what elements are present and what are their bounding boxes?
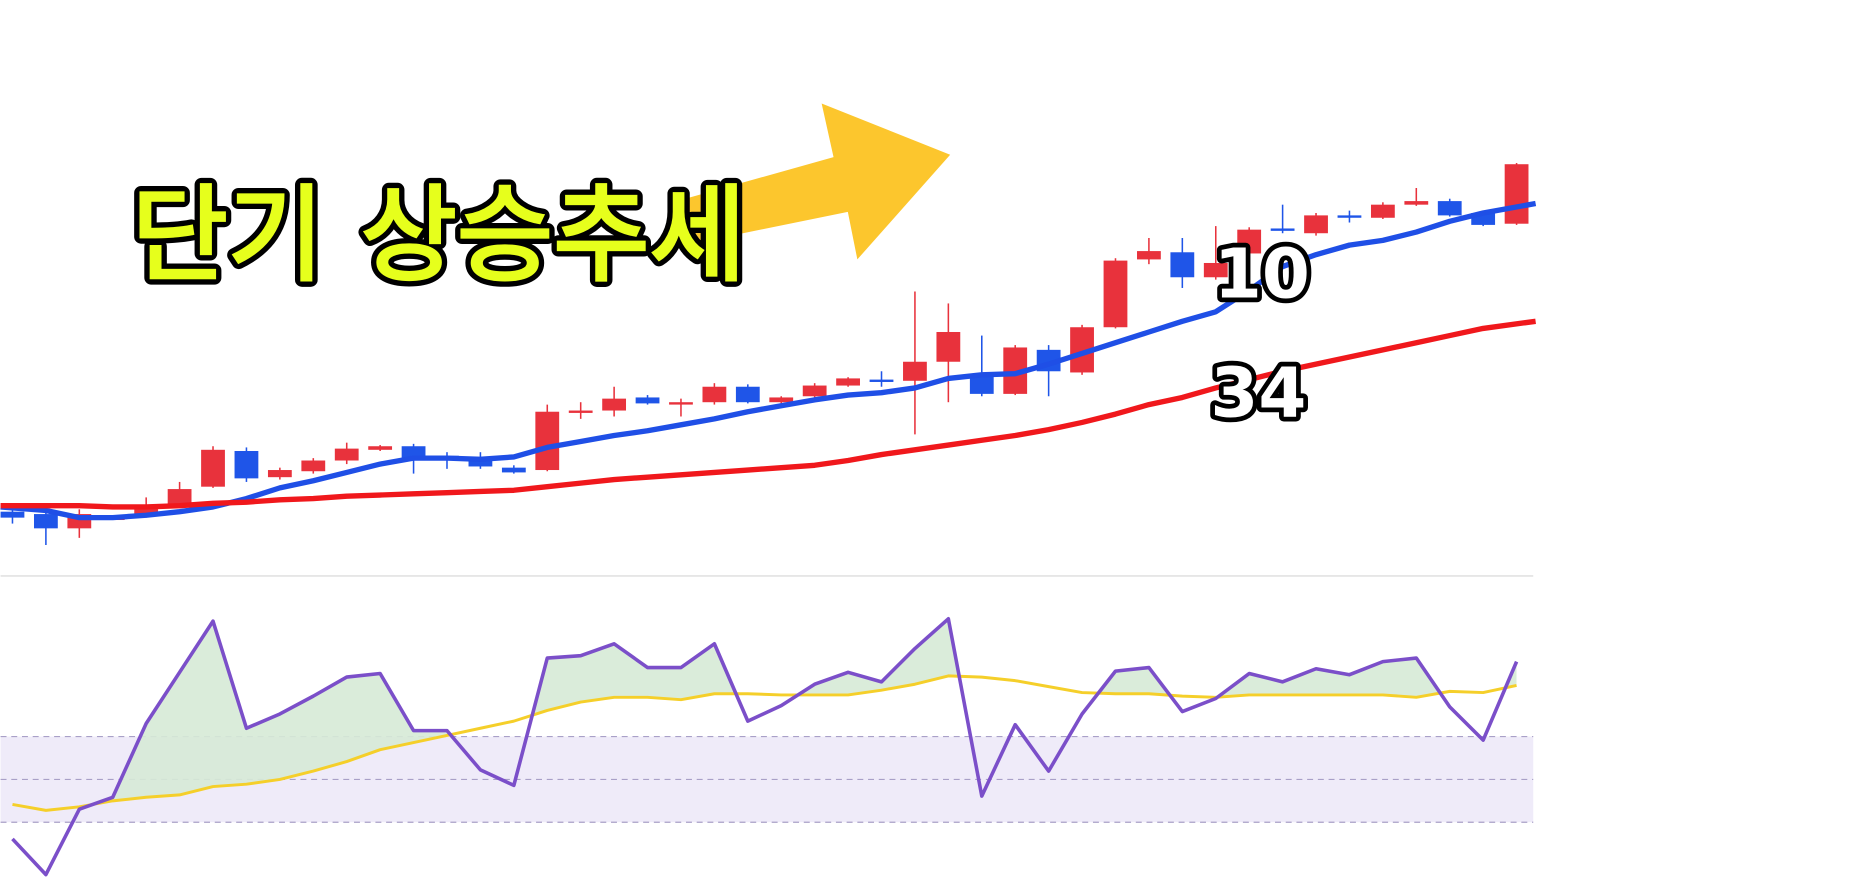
moving-average	[0, 318, 1536, 510]
candle-body	[1137, 251, 1161, 260]
oscillator-panel	[0, 616, 1534, 877]
trend-arrow	[681, 103, 951, 260]
candle-body	[1070, 327, 1094, 373]
candle-body	[368, 446, 393, 450]
candle-body	[802, 385, 827, 397]
candle-body	[669, 402, 693, 405]
candle-body	[201, 449, 225, 487]
candle-body	[234, 450, 259, 479]
candle-body	[769, 397, 794, 403]
candle-body	[1404, 201, 1429, 205]
candle-body	[635, 397, 660, 404]
candle-body	[334, 448, 359, 461]
candle-body	[468, 458, 493, 467]
line-label: 10	[1214, 234, 1310, 314]
candle-body	[1504, 164, 1529, 224]
candle-body	[735, 386, 760, 403]
candle-body	[1471, 213, 1496, 225]
candle-body	[267, 470, 292, 478]
candle-body	[167, 489, 192, 505]
candle-body	[903, 361, 927, 381]
area-fill	[12, 618, 1517, 811]
candle-body	[1203, 262, 1228, 278]
candle-body	[1103, 260, 1128, 328]
price-panel	[0, 163, 1537, 546]
candle-body	[702, 386, 727, 403]
candle-body	[134, 506, 159, 515]
candle-body	[1437, 201, 1462, 216]
candle-body	[1337, 215, 1362, 218]
indicator-line	[11, 616, 1519, 877]
candle-body	[602, 398, 627, 411]
candle-body	[1304, 215, 1328, 234]
indicator-line	[12, 674, 1517, 812]
candle-body	[869, 379, 894, 382]
candle-body	[969, 376, 994, 394]
line-label: 34	[1210, 353, 1306, 433]
candle-body	[1170, 252, 1195, 278]
candle-body	[501, 467, 526, 473]
candle-body	[301, 460, 326, 472]
candle-body	[1270, 228, 1295, 231]
moving-average	[0, 200, 1537, 521]
candle-body	[568, 410, 593, 413]
candle-body	[1003, 347, 1028, 394]
candle-body	[33, 514, 58, 529]
candle-body	[1370, 204, 1395, 218]
candle-body	[0, 511, 25, 518]
candle-body	[1237, 229, 1262, 254]
annotation: 단기 상승추세	[131, 174, 745, 296]
candle-body	[535, 411, 560, 471]
candle-body	[836, 378, 860, 386]
candle-body	[936, 331, 961, 362]
